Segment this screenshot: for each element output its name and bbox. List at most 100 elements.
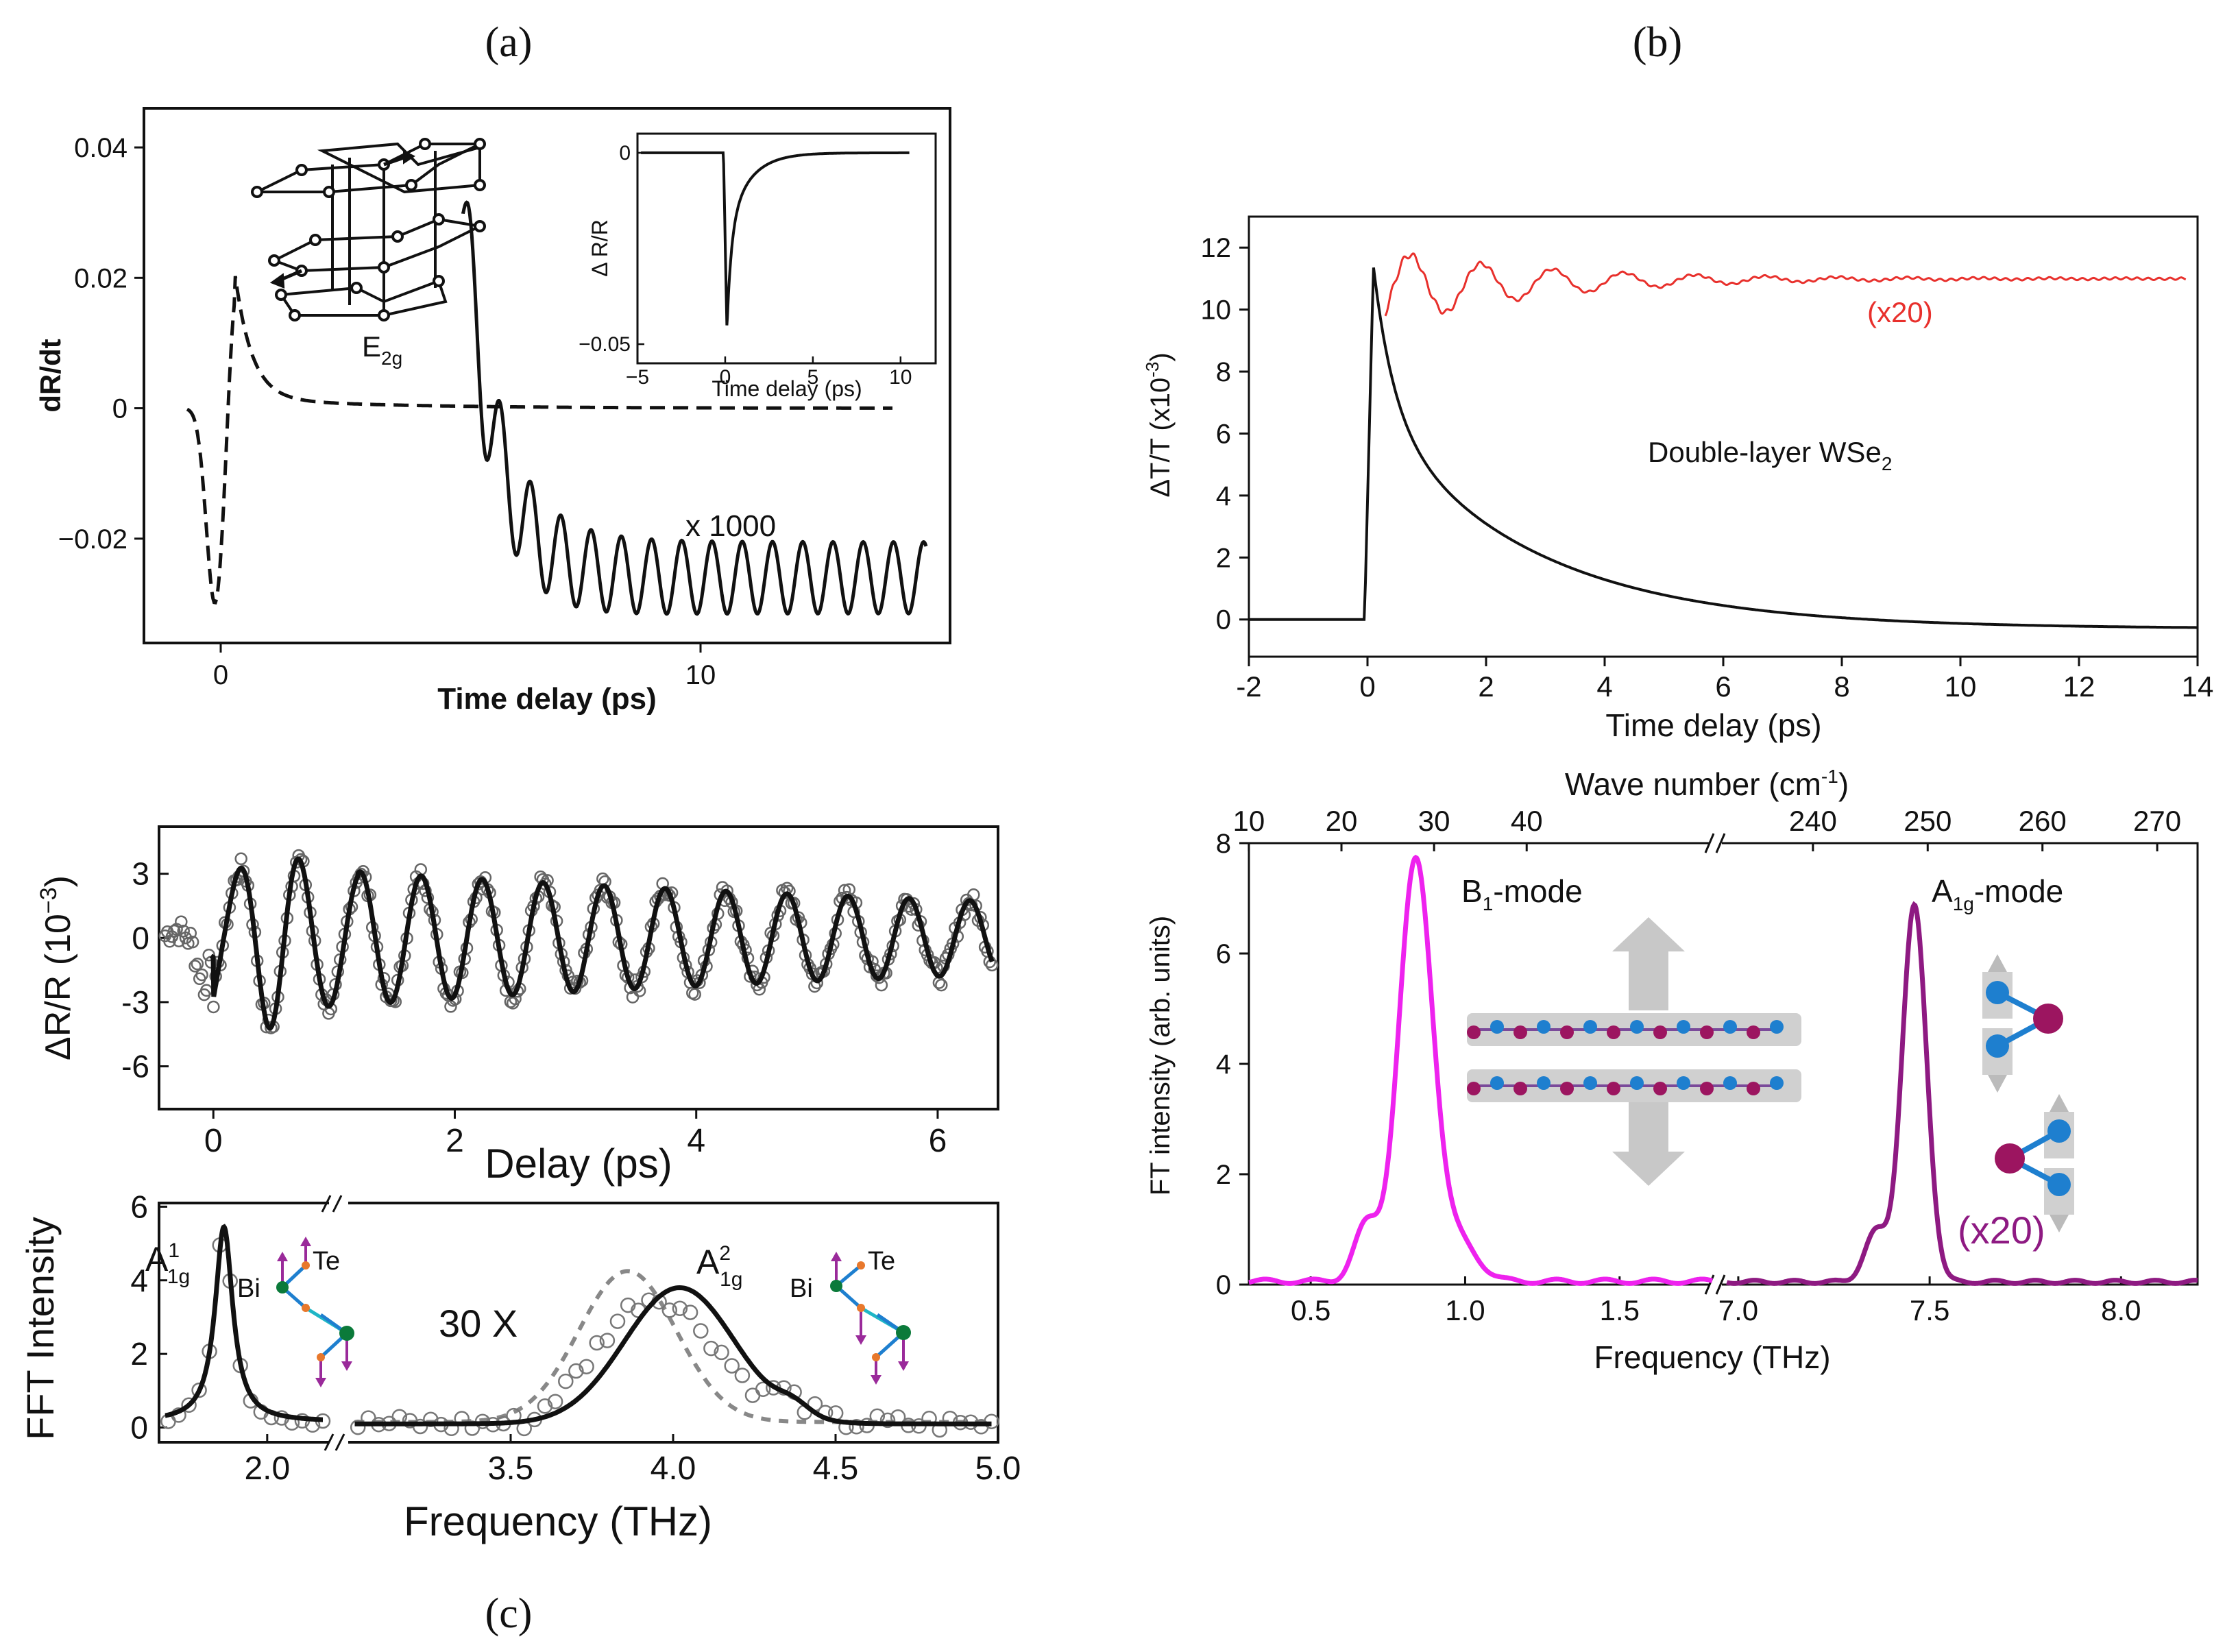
chart-b-ft: 0.5 1.0 1.5 7.0 7.5 8.0 10 20 30 40 240 250 260 270 0 2… — [1145, 766, 2199, 1375]
inset-y-label: Δ R/R — [587, 219, 612, 277]
chart-b-time: -2 0 2 4 6 8 10 12 14 0 2 4 6 8 10 12 ΔT/T (x10-3) Time… — [1142, 215, 2214, 743]
x-tick-label: 0.5 — [1291, 1294, 1330, 1326]
x-tick-label: 10 — [685, 660, 716, 690]
chart-a-lower: 0 2 4 6 3 0 -3 -6 ΔR/R (10−3) Delay (ps) — [36, 825, 999, 1187]
x-axis-label: Time delay (ps) — [1605, 707, 1821, 743]
data-point — [167, 924, 181, 938]
data-point — [568, 1363, 584, 1379]
x-tick-label: 4.5 — [813, 1450, 859, 1487]
top-tick-label: 270 — [2133, 805, 2181, 837]
axis-break-marks — [1704, 833, 1726, 1295]
data-point — [693, 1323, 709, 1339]
top-tick-label: 250 — [1904, 805, 1952, 837]
inset-y-tick-label: −0.05 — [579, 333, 631, 356]
data-point — [186, 935, 199, 949]
x-tick-label: 6 — [1715, 670, 1731, 703]
fit-peak-1 — [165, 1224, 323, 1422]
chart-a-main: 0 100.040.020−0.02 dR/dt Time delay (ps) … — [34, 107, 951, 716]
data-point — [195, 968, 208, 982]
x-tick-label: 2.0 — [244, 1450, 290, 1487]
atom — [1583, 1076, 1597, 1090]
data-point — [172, 934, 186, 947]
y-tick-label: 10 — [1201, 295, 1232, 326]
a1g-molecule-schematic — [1982, 954, 2074, 1232]
x-axis-label: Time delay (ps) — [437, 682, 657, 716]
label-te: Te — [313, 1247, 340, 1276]
atom — [1677, 1020, 1690, 1034]
reference-dashed — [354, 1269, 992, 1424]
data-point — [724, 1358, 740, 1374]
panel-label-b: (b) — [1633, 19, 1682, 66]
data-point — [350, 1419, 366, 1435]
x-tick-label: 4 — [1596, 670, 1612, 703]
atom — [1653, 1025, 1667, 1039]
y-tick-label: -3 — [121, 984, 149, 1020]
data-point — [207, 1000, 220, 1014]
data-point — [579, 1359, 594, 1374]
atom — [1537, 1020, 1551, 1034]
x-tick-label: 7.0 — [1718, 1294, 1758, 1326]
y-axis-label: ΔT/T (x10-3) — [1142, 352, 1176, 497]
x-tick-label: 0 — [1359, 670, 1375, 703]
x-axis-label: Frequency (THz) — [404, 1498, 712, 1544]
y-tick-label: 4 — [1216, 481, 1231, 511]
atom — [1770, 1076, 1784, 1090]
x-tick-label: 2 — [446, 1123, 464, 1159]
y-tick-label: 0 — [112, 394, 127, 424]
series-dtt — [1249, 267, 2198, 629]
atom — [1490, 1076, 1504, 1090]
bi-te-structure-1: Bi Te — [237, 1237, 354, 1387]
x-tick-label: 14 — [2182, 670, 2214, 703]
inset-x-label: Time delay (ps) — [712, 376, 862, 401]
peak-label-a1g-1: A1 1g — [145, 1239, 190, 1288]
label-bi: Bi — [790, 1274, 813, 1303]
y-axis-label: dR/dt — [34, 339, 66, 412]
x-tick-label: 5.0 — [975, 1450, 1021, 1487]
atom — [1513, 1025, 1527, 1039]
data-point — [191, 1382, 207, 1398]
data-point — [609, 1313, 626, 1329]
atom — [1677, 1076, 1690, 1090]
data-point — [234, 852, 247, 866]
data-point — [191, 957, 204, 971]
label-bi: Bi — [237, 1274, 260, 1303]
atom — [1747, 1082, 1760, 1095]
peak-label-a1g: A1g-mode — [1932, 873, 2063, 914]
inset-frame — [636, 132, 937, 365]
y-tick-label: 2 — [1216, 543, 1231, 573]
data-point — [875, 978, 888, 992]
series-a1g-mode — [1726, 901, 2198, 1286]
x-tick-label: 3.5 — [488, 1450, 534, 1487]
atom — [1560, 1082, 1574, 1095]
y-tick-label: 3 — [132, 856, 149, 892]
atom — [1700, 1082, 1714, 1095]
panel-label-a: (a) — [485, 19, 533, 66]
x-tick-label: 2 — [1478, 670, 1494, 703]
y-axis-label: FT intensity (arb. units) — [1145, 916, 1176, 1195]
x-tick-label: 10 — [1945, 670, 1977, 703]
x-tick-label: -2 — [1236, 670, 1261, 703]
x-tick-label: 8 — [1834, 670, 1849, 703]
data-point — [558, 1373, 574, 1389]
atom — [1630, 1020, 1644, 1034]
inset-chart: −5 0 5 10 0 −0.05 Δ R/R Time delay (ps) — [579, 132, 937, 401]
atom — [1607, 1025, 1620, 1039]
y-tick-label: 2 — [1216, 1160, 1231, 1190]
y-tick-label: 0 — [1216, 605, 1231, 635]
series-dashed — [186, 276, 892, 605]
x-axis-label: Delay (ps) — [485, 1141, 672, 1187]
data-point — [589, 1335, 605, 1351]
x-tick-label: 12 — [2063, 670, 2095, 703]
x-tick-label: 1.5 — [1600, 1294, 1640, 1326]
x-tick-label: 0 — [204, 1123, 223, 1159]
label-te: Te — [868, 1247, 895, 1276]
data-point — [935, 978, 948, 992]
b1-layer-schematic — [1467, 917, 1801, 1186]
data-point — [412, 1418, 428, 1435]
panel-label-c: (c) — [485, 1590, 533, 1637]
atom — [1467, 1025, 1481, 1039]
annotation-30x: 30 X — [439, 1302, 518, 1345]
atom — [1653, 1082, 1667, 1095]
fit-line — [209, 856, 995, 1031]
